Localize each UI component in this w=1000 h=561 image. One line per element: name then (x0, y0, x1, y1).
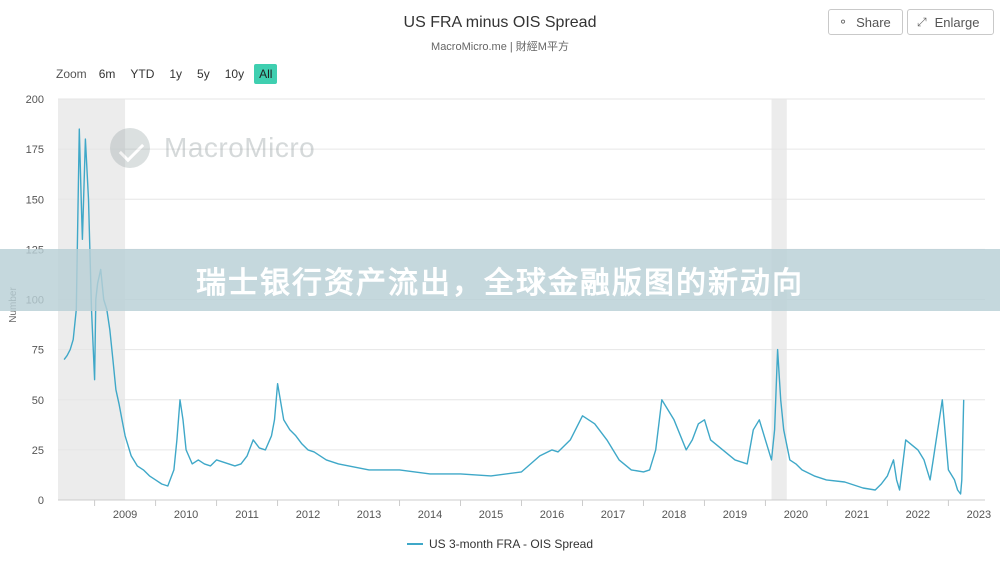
enlarge-button[interactable]: ⤢ Enlarge (907, 9, 994, 35)
y-tick-label: 0 (38, 495, 44, 507)
enlarge-icon: ⤢ (917, 14, 927, 29)
range-all-button[interactable]: All (254, 64, 278, 84)
share-icon: ⚬ (838, 15, 849, 29)
chart-subtitle: MacroMicro.me | 財經M平方 (431, 41, 569, 53)
zoom-label: Zoom (56, 67, 87, 81)
share-label: Share (856, 14, 891, 30)
headline-text: 瑞士银行资产流出，全球金融版图的新动向 (196, 267, 804, 300)
range-6m-button[interactable]: 6m (98, 67, 116, 81)
watermark-text: MacroMicro (164, 132, 316, 163)
range-1y-button[interactable]: 1y (169, 67, 183, 81)
x-tick-label: 2023 (967, 509, 991, 521)
y-tick-label: 25 (32, 445, 44, 457)
x-tick-label: 2022 (906, 509, 930, 521)
series-line-0[interactable] (63, 128, 965, 495)
enlarge-label: Enlarge (934, 14, 980, 30)
x-tick-label: 2018 (662, 509, 686, 521)
y-tick-label: 175 (26, 144, 44, 156)
y-tick-label: 200 (26, 94, 44, 106)
x-tick-label: 2020 (784, 509, 808, 521)
legend-label: US 3-month FRA - OIS Spread (428, 537, 594, 551)
x-tick-label: 2014 (418, 509, 442, 521)
range-5y-button[interactable]: 5y (197, 67, 210, 81)
x-tick-label: 2015 (479, 509, 503, 521)
chart-title: US FRA minus OIS Spread (403, 14, 597, 31)
x-tick-label: 2016 (540, 509, 564, 521)
x-tick-label: 2010 (174, 509, 198, 521)
range-ytd-button[interactable]: YTD (130, 67, 155, 81)
y-tick-label: 50 (32, 395, 44, 407)
range-selector: Zoom 6m YTD 1y 5y 10y All (56, 64, 282, 84)
x-tick-label: 2019 (723, 509, 747, 521)
x-tick-label: 2013 (357, 509, 381, 521)
headline-banner: 瑞士银行资产流出，全球金融版图的新动向 (0, 249, 1000, 311)
y-tick-label: 75 (32, 345, 44, 357)
x-tick-label: 2011 (235, 509, 259, 521)
y-tick-label: 150 (26, 194, 44, 206)
legend-swatch (406, 543, 423, 545)
legend[interactable]: US 3-month FRA - OIS Spread (0, 537, 1000, 551)
x-tick-label: 2017 (601, 509, 625, 521)
x-tick-label: 2021 (845, 509, 869, 521)
macromicro-logo-icon (110, 128, 150, 168)
x-tick-label: 2009 (113, 509, 137, 521)
watermark: MacroMicro (110, 128, 315, 168)
range-10y-button[interactable]: 10y (224, 67, 245, 81)
share-button[interactable]: ⚬ Share (828, 9, 903, 35)
x-tick-label: 2012 (296, 509, 320, 521)
